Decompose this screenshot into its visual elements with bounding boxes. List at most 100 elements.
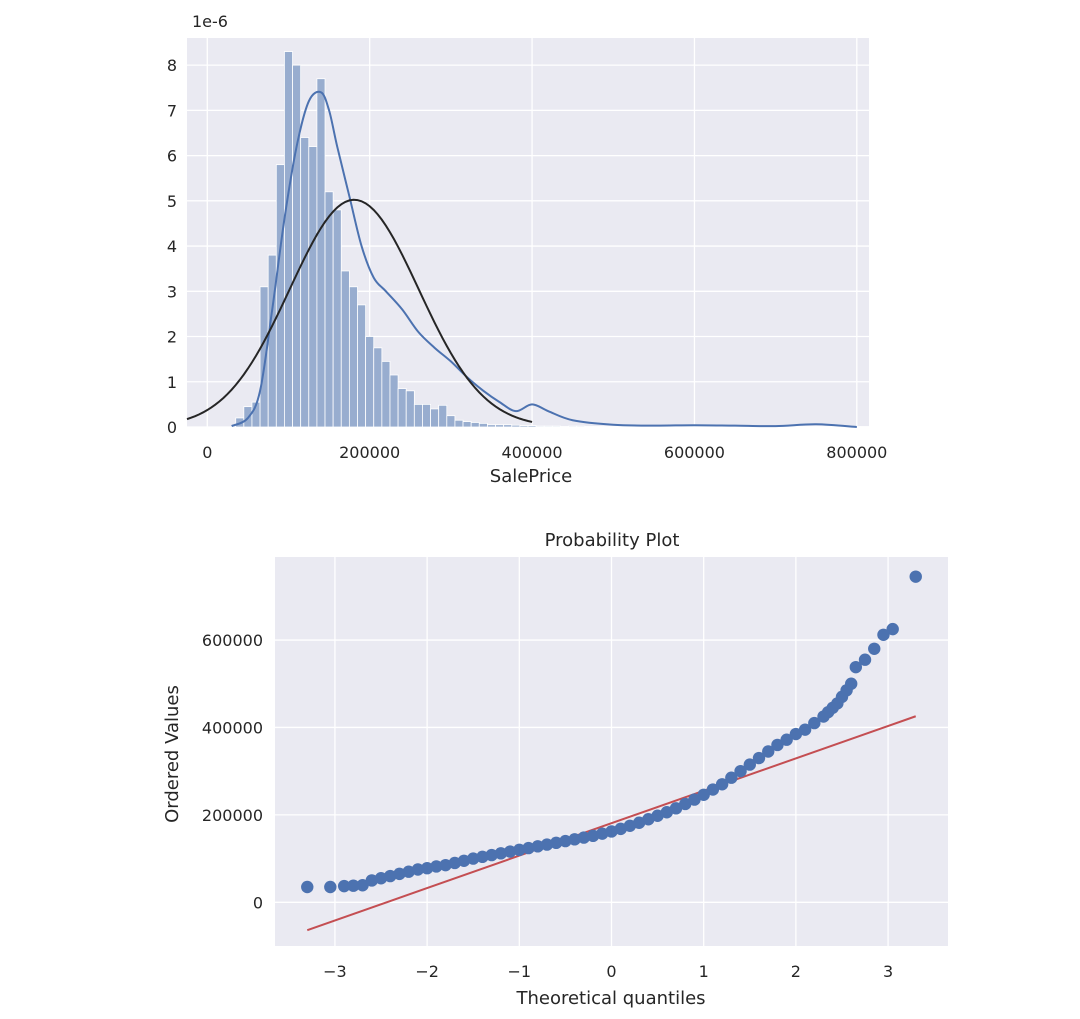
probability-plot-point — [808, 716, 821, 730]
probability-plot-point — [715, 778, 729, 791]
histogram-bar — [405, 390, 415, 428]
probability-plot-point — [798, 723, 812, 736]
probability-plot-point — [301, 880, 314, 894]
probability-plot-points — [301, 570, 922, 894]
histogram-y-tick-label: 8 — [167, 56, 177, 75]
histogram-bar — [389, 374, 399, 428]
histogram-bar — [519, 425, 529, 428]
probability-plot-chart: Probability Plot −3 −2 −1 0 1 2 3 0 200000 40000… — [162, 530, 948, 1009]
histogram-bar — [495, 424, 505, 428]
histogram-bar — [381, 361, 391, 428]
probability-plot-point — [430, 860, 443, 873]
probability-plot-point — [697, 788, 710, 801]
histogram-bar — [462, 421, 472, 428]
histogram-x-tick-label: 400000 — [502, 443, 563, 462]
probability-plot-point — [844, 677, 858, 690]
fit-line — [306, 715, 917, 932]
probability-plot-point — [549, 836, 563, 850]
histogram-y-offset-label: 1e-6 — [192, 12, 228, 31]
histogram-bar — [348, 286, 358, 428]
probability-plot-point — [771, 738, 784, 752]
histogram-bars — [235, 51, 870, 428]
histogram-y-tick-label: 1 — [167, 373, 177, 392]
probability-plot-x-tick-label: 3 — [883, 962, 893, 981]
probability-plot-x-tick-labels: −3 −2 −1 0 1 2 3 — [323, 962, 893, 981]
histogram-bar — [478, 422, 488, 428]
histogram-bar — [430, 408, 440, 428]
probability-plot-point — [780, 733, 793, 746]
histogram-bar — [357, 304, 367, 428]
probability-plot-y-tick-label: 200000 — [202, 806, 263, 825]
histogram-bar — [470, 422, 480, 428]
probability-plot-point — [577, 831, 591, 844]
histogram-bar — [454, 419, 464, 428]
probability-plot-point — [531, 840, 544, 853]
histogram-bar — [332, 209, 342, 428]
probability-plot-point — [347, 879, 360, 892]
histogram-bar — [568, 425, 578, 428]
histogram-y-tick-label: 5 — [167, 192, 177, 211]
probability-plot-x-tick-label: −3 — [323, 962, 347, 981]
histogram-bar — [413, 403, 423, 428]
probability-plot-point — [540, 838, 554, 851]
probability-plot-point — [877, 628, 890, 641]
probability-plot-point — [679, 797, 692, 811]
probability-plot-y-axis-label: Ordered Values — [162, 685, 183, 823]
probability-plot-x-tick-label: 0 — [606, 962, 616, 981]
probability-plot-point — [467, 852, 480, 865]
histogram-x-tick-labels: 0 200000 400000 600000 800000 — [202, 443, 887, 462]
histogram-y-tick-label: 7 — [167, 101, 177, 120]
probability-plot-point — [568, 833, 581, 846]
histogram-y-tick-label: 4 — [167, 237, 177, 256]
histogram-y-tick-label: 2 — [167, 328, 177, 347]
probability-plot-point — [503, 845, 517, 858]
histogram-bar — [316, 78, 326, 428]
probability-plot-point — [706, 783, 720, 796]
histogram-bar — [284, 51, 293, 428]
histogram-bar — [340, 270, 350, 428]
probability-plot-point — [868, 642, 881, 655]
probability-plot-point — [909, 570, 922, 583]
histogram-bar — [543, 425, 553, 428]
probability-plot-x-tick-label: −2 — [415, 962, 439, 981]
histogram-bar — [308, 146, 318, 428]
probability-plot-point — [688, 793, 701, 806]
probability-plot-point — [356, 879, 369, 892]
histogram-bar — [438, 404, 448, 428]
histogram-bar — [324, 191, 334, 428]
histogram-bar — [551, 425, 561, 428]
probability-plot-y-tick-label: 0 — [253, 893, 263, 912]
probability-plot-point — [513, 843, 526, 857]
probability-plot-x-axis-label: Theoretical quantiles — [515, 988, 705, 1009]
histogram-bar — [446, 415, 456, 428]
histogram-bar — [487, 424, 496, 428]
histogram-chart: 0 200000 400000 600000 800000 0 1 2 3 4 5 6 7 8 1e-6… — [167, 12, 888, 487]
probability-plot-point — [420, 862, 434, 875]
histogram-bar — [300, 137, 310, 428]
probability-plot-x-tick-label: 2 — [791, 962, 801, 981]
histogram-y-tick-label: 6 — [167, 147, 177, 166]
probability-plot-point — [752, 751, 766, 765]
histogram-bar — [503, 424, 513, 428]
histogram-bar — [511, 424, 521, 428]
probability-plot-point — [725, 771, 738, 784]
probability-plot-y-tick-labels: 0 200000 400000 600000 — [202, 631, 263, 912]
histogram-x-tick-label: 600000 — [664, 443, 725, 462]
histogram-x-tick-label: 800000 — [826, 443, 887, 462]
probability-plot-y-tick-label: 600000 — [202, 631, 263, 650]
histogram-bar — [422, 403, 431, 428]
kde-curve — [231, 90, 857, 428]
probability-plot-point — [476, 850, 489, 864]
histogram-bar — [397, 388, 407, 428]
histogram-bar — [275, 164, 285, 428]
probability-plot-point — [849, 660, 863, 674]
histogram-bar — [576, 425, 586, 428]
probability-plot-point — [734, 764, 747, 778]
probability-plot-point — [522, 841, 535, 855]
probability-plot-point — [559, 834, 572, 848]
probability-plot-y-tick-label: 400000 — [202, 718, 263, 737]
histogram-x-tick-label: 200000 — [339, 443, 400, 462]
histogram-bar — [292, 64, 302, 428]
histogram-bar — [373, 347, 383, 428]
